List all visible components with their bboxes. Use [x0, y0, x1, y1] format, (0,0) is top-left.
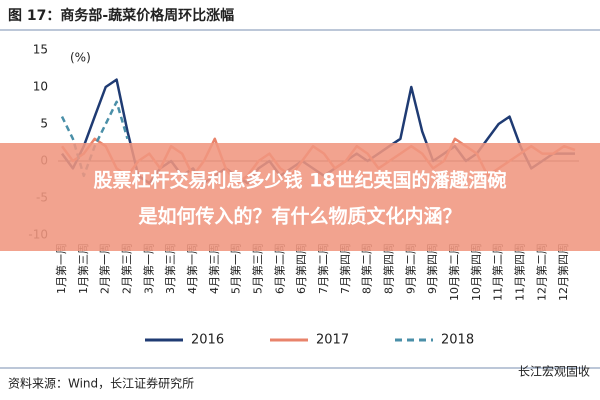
x-tick-label: 2月第一周	[98, 243, 112, 294]
x-tick-label: 11月第二周	[491, 243, 505, 301]
x-tick-label: 4月第一周	[185, 243, 199, 294]
x-tick-label: 1月第一周	[54, 243, 68, 294]
y-axis-label: (%)	[70, 51, 91, 65]
legend-label: 2018	[441, 333, 474, 348]
x-tick-label: 10月第四周	[469, 243, 483, 301]
x-tick-label: 7月第二周	[316, 243, 330, 294]
banner	[0, 143, 600, 251]
watermark: 长江宏观固收	[518, 364, 590, 379]
x-tick-label: 11月第四周	[512, 243, 526, 301]
x-tick-label: 6月第二周	[272, 243, 286, 294]
x-tick-label: 9月第二周	[403, 243, 417, 294]
x-tick-label: 2月第三周	[119, 243, 133, 294]
x-tick-label: 7月第四周	[338, 243, 352, 294]
x-tick-label: 8月第四周	[381, 243, 395, 294]
legend-label: 2017	[316, 333, 349, 348]
x-tick-label: 3月第三周	[163, 243, 177, 294]
banner-text: 是如何传入的？有什么物质文化内涵？	[138, 205, 461, 228]
x-tick-label: 12月第四周	[556, 243, 570, 301]
y-tick-label: 15	[33, 43, 48, 57]
x-tick-label: 1月第三周	[76, 243, 90, 294]
x-tick-label: 4月第三周	[207, 243, 221, 294]
chart-title: 图 17：商务部-蔬菜价格周环比涨幅	[8, 7, 234, 24]
legend-label: 2016	[191, 333, 224, 348]
x-tick-label: 3月第一周	[141, 243, 155, 294]
banner-text: 股票杠杆交易利息多少钱 18世纪英国的潘趣酒碗	[93, 169, 506, 192]
y-tick-label: 5	[40, 117, 48, 131]
x-tick-label: 5月第三周	[250, 243, 264, 294]
x-tick-label: 8月第二周	[360, 243, 374, 294]
x-tick-label: 6月第四周	[294, 243, 308, 294]
source: 资料来源：Wind，长江证券研究所	[8, 376, 194, 391]
x-tick-label: 10月第二周	[447, 243, 461, 301]
x-tick-label: 12月第二周	[534, 243, 548, 301]
x-tick-label: 9月第四周	[425, 243, 439, 294]
y-tick-label: 10	[33, 80, 48, 94]
x-tick-label: 5月第一周	[229, 243, 243, 294]
